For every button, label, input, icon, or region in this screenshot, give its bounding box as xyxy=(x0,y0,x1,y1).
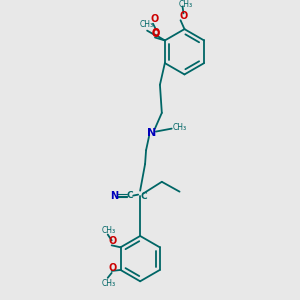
Text: C: C xyxy=(127,191,134,200)
Text: N: N xyxy=(110,190,118,201)
Text: CH₃: CH₃ xyxy=(178,0,193,9)
Text: O: O xyxy=(152,28,160,39)
Text: CH₃: CH₃ xyxy=(102,226,116,235)
Text: O: O xyxy=(151,14,159,24)
Text: O: O xyxy=(179,11,188,21)
Text: O: O xyxy=(109,263,117,273)
Text: O: O xyxy=(152,28,160,38)
Text: C: C xyxy=(141,192,147,201)
Text: CH₃: CH₃ xyxy=(172,123,187,132)
Text: O: O xyxy=(109,236,117,246)
Text: CH₃: CH₃ xyxy=(140,20,154,29)
Text: N: N xyxy=(147,128,157,137)
Text: CH₃: CH₃ xyxy=(102,279,116,288)
